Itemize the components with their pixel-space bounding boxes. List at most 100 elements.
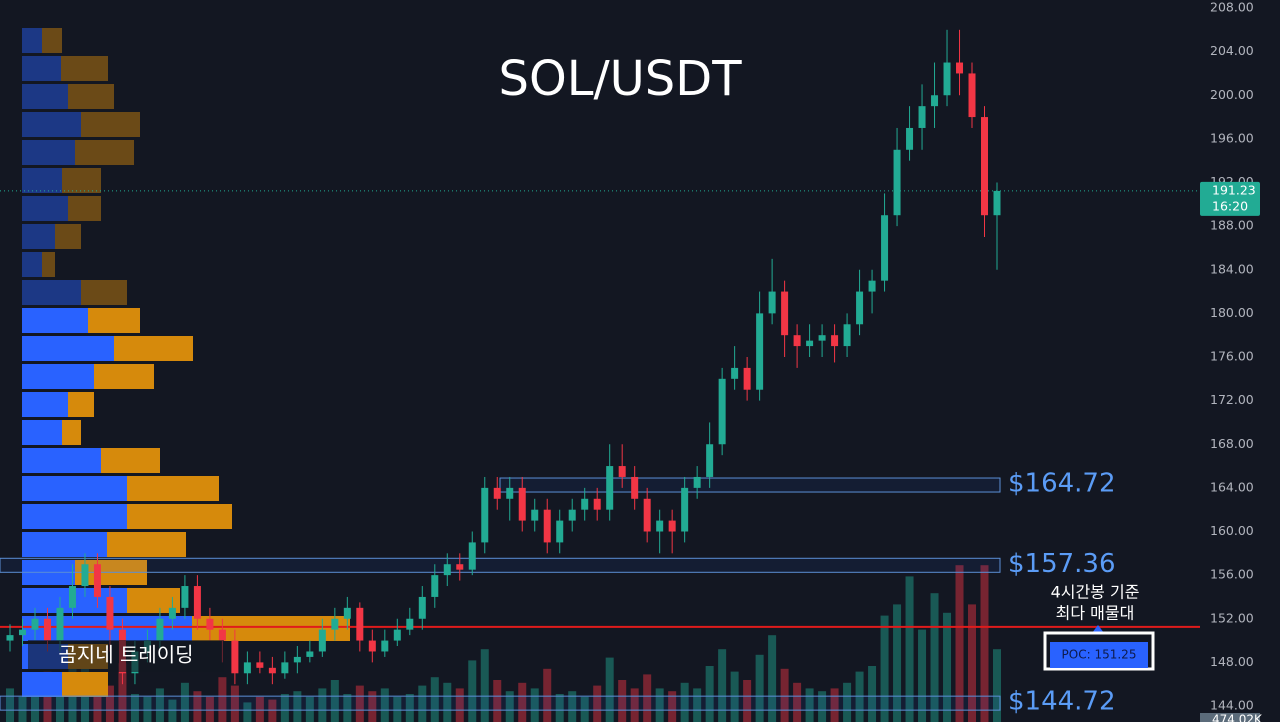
profile-sell — [42, 252, 55, 277]
candle-body — [381, 640, 389, 652]
volume-bar — [355, 685, 364, 722]
volume-bar — [905, 576, 914, 722]
profile-buy — [22, 392, 68, 417]
volume-bar — [768, 635, 777, 722]
y-tick-label: 200.00 — [1210, 87, 1254, 102]
poc-tag — [1050, 642, 1148, 668]
candle-body — [443, 564, 451, 576]
profile-buy — [22, 672, 62, 697]
volume-bar — [580, 696, 589, 722]
volume-bar — [505, 691, 514, 722]
profile-sell — [94, 364, 154, 389]
volume-bar — [143, 696, 152, 722]
profile-sell — [62, 420, 81, 445]
watermark-bg — [28, 640, 224, 672]
volume-bar — [805, 688, 814, 722]
candle-body — [18, 629, 26, 636]
profile-buy — [22, 280, 81, 305]
candle-body — [818, 335, 826, 341]
volume-bar — [530, 688, 539, 722]
volume-bar — [843, 682, 852, 722]
candle-body — [693, 476, 701, 488]
y-tick-label: 144.00 — [1210, 698, 1254, 713]
candle-body — [606, 466, 614, 510]
volume-bar — [155, 688, 164, 722]
volume-bar — [718, 649, 727, 722]
candle-body — [843, 324, 851, 347]
profile-sell — [62, 672, 108, 697]
candle-body — [981, 117, 989, 216]
profile-sell — [81, 112, 140, 137]
volume-bar — [6, 688, 14, 722]
levels: $164.72 $157.36 $144.72 — [0, 190, 1200, 717]
profile-sell — [107, 532, 186, 557]
profile-buy — [22, 336, 114, 361]
profile-sell — [114, 336, 193, 361]
volume-bar — [493, 680, 502, 722]
annotation: 최다 매물대 — [1056, 604, 1135, 623]
candle-body — [668, 520, 676, 532]
volume-tag — [1200, 713, 1260, 722]
candle-body — [368, 640, 376, 652]
price-axis: 144.00 148.00 152.00 156.00 160.00 164.00 168.… — [1200, 0, 1280, 722]
profile-sell — [75, 140, 134, 165]
profile-buy — [22, 112, 81, 137]
candle-body — [156, 618, 164, 641]
candle-body — [518, 487, 526, 521]
poc-label: POC: 151.25 — [1062, 648, 1137, 662]
volume-bar — [180, 682, 189, 722]
volume-label: 474.02K — [1212, 713, 1263, 722]
volume-bar — [518, 682, 527, 722]
volume-bar — [993, 649, 1001, 722]
candle-body — [243, 662, 251, 674]
watermark: 곰지네 트레이딩 — [58, 643, 193, 667]
volume-bar — [168, 699, 177, 722]
candle-body — [43, 618, 51, 641]
candle-body — [268, 667, 276, 674]
candle-body — [931, 95, 939, 107]
volume-bar — [30, 680, 39, 722]
candle-body — [881, 215, 889, 281]
profile-buy — [22, 196, 68, 221]
profile-buy — [22, 252, 42, 277]
candle-body — [956, 62, 964, 74]
volume-bar — [655, 688, 664, 722]
candle-body — [343, 607, 351, 619]
volume-bar — [693, 688, 702, 722]
profile-buy — [22, 56, 61, 81]
level-label: $144.72 — [1008, 687, 1116, 717]
candle-body — [568, 509, 576, 521]
y-tick-label: 204.00 — [1210, 43, 1254, 58]
profile-buy — [22, 504, 127, 529]
y-tick-label: 208.00 — [1210, 0, 1254, 15]
volume-bar — [230, 685, 239, 722]
volume-bar — [605, 657, 614, 722]
volume-bar — [343, 694, 352, 722]
volume-bar — [18, 696, 27, 722]
profile-buy — [22, 448, 101, 473]
candle-body — [193, 586, 201, 619]
profile-sell — [42, 28, 62, 53]
volume-bar — [755, 654, 764, 722]
candle-body — [793, 335, 801, 347]
volume-bar — [93, 677, 102, 722]
volume-bar — [955, 565, 964, 722]
candle-body — [631, 476, 639, 499]
last-price-label: 191.23 — [1212, 182, 1256, 197]
volume-bar — [280, 694, 289, 722]
y-tick-label: 168.00 — [1210, 436, 1254, 451]
level-box — [0, 695, 1001, 711]
poc-frame — [1043, 631, 1155, 671]
candle-body — [231, 640, 239, 674]
candle-body — [993, 190, 1001, 216]
profile-buy — [22, 364, 94, 389]
volume-bar — [968, 604, 977, 722]
volume-bar — [218, 677, 227, 722]
volume-bar — [255, 696, 264, 722]
candle-body — [318, 629, 326, 652]
candle-body — [456, 564, 464, 570]
profile-sell — [101, 448, 160, 473]
volume-bar — [643, 674, 652, 722]
